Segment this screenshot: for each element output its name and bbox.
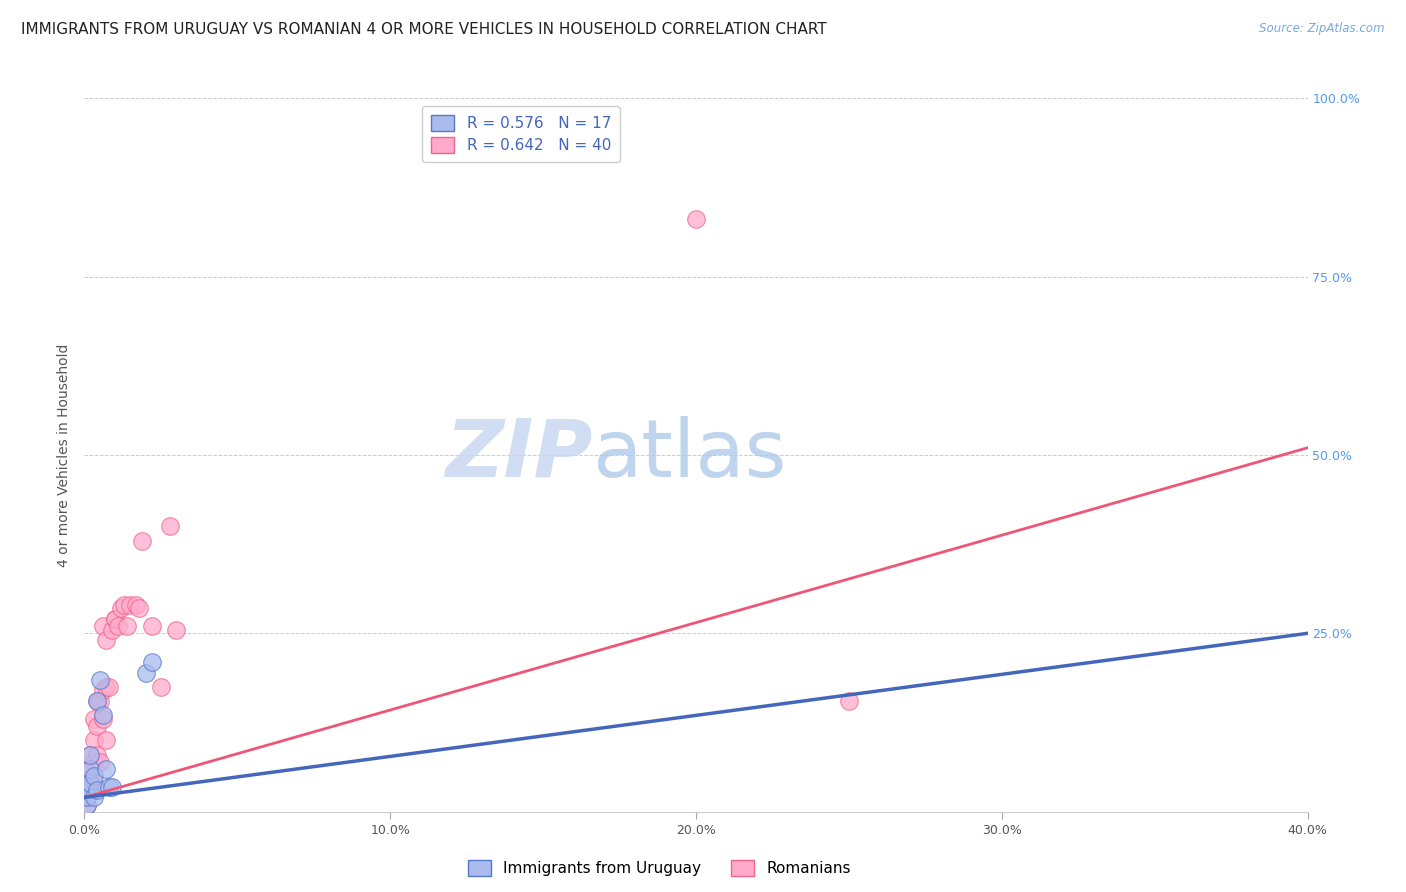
Point — [165, 623, 187, 637]
Point — [86, 719, 108, 733]
Point — [141, 619, 163, 633]
Point — [149, 680, 172, 694]
Text: IMMIGRANTS FROM URUGUAY VS ROMANIAN 4 OR MORE VEHICLES IN HOUSEHOLD CORRELATION : IMMIGRANTS FROM URUGUAY VS ROMANIAN 4 OR… — [21, 22, 827, 37]
Point — [86, 694, 108, 708]
Point — [89, 673, 111, 687]
Point — [128, 601, 150, 615]
Point — [101, 780, 124, 794]
Legend: Immigrants from Uruguay, Romanians: Immigrants from Uruguay, Romanians — [461, 855, 858, 882]
Point — [79, 762, 101, 776]
Point — [110, 601, 132, 615]
Point — [86, 694, 108, 708]
Point — [101, 623, 124, 637]
Text: ZIP: ZIP — [444, 416, 592, 494]
Point — [135, 665, 157, 680]
Point — [83, 790, 105, 805]
Point — [89, 755, 111, 769]
Point — [76, 783, 98, 797]
Point — [76, 780, 98, 794]
Point — [94, 762, 117, 776]
Point — [94, 733, 117, 747]
Point — [104, 612, 127, 626]
Point — [76, 797, 98, 812]
Point — [120, 598, 142, 612]
Point — [91, 712, 114, 726]
Point — [79, 783, 101, 797]
Point — [79, 747, 101, 762]
Point — [79, 762, 101, 776]
Point — [76, 797, 98, 812]
Text: atlas: atlas — [592, 416, 786, 494]
Point — [94, 680, 117, 694]
Point — [91, 683, 114, 698]
Point — [97, 780, 120, 794]
Point — [79, 776, 101, 790]
Point — [76, 772, 98, 787]
Text: Source: ZipAtlas.com: Source: ZipAtlas.com — [1260, 22, 1385, 36]
Point — [104, 612, 127, 626]
Point — [83, 769, 105, 783]
Point — [83, 733, 105, 747]
Point — [94, 633, 117, 648]
Point — [159, 519, 181, 533]
Point — [112, 598, 135, 612]
Point — [91, 619, 114, 633]
Point — [141, 655, 163, 669]
Point — [83, 776, 105, 790]
Point — [685, 212, 707, 227]
Y-axis label: 4 or more Vehicles in Household: 4 or more Vehicles in Household — [58, 343, 72, 566]
Point — [91, 708, 114, 723]
Point — [83, 755, 105, 769]
Point — [86, 747, 108, 762]
Point — [86, 783, 108, 797]
Point — [76, 790, 98, 805]
Point — [115, 619, 138, 633]
Point — [125, 598, 148, 612]
Point — [79, 747, 101, 762]
Point — [76, 790, 98, 805]
Point — [89, 694, 111, 708]
Point — [838, 694, 860, 708]
Point — [131, 533, 153, 548]
Point — [83, 712, 105, 726]
Point — [107, 619, 129, 633]
Point — [97, 680, 120, 694]
